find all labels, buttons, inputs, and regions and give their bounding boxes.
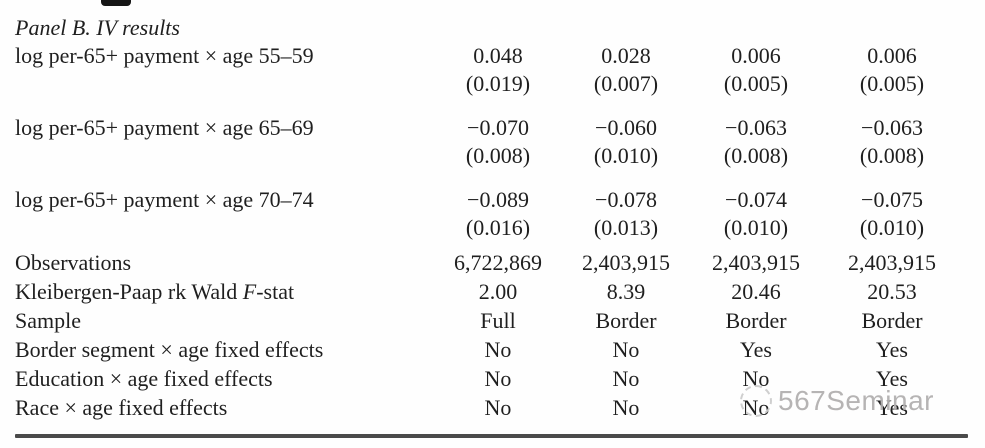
stat-value: No (484, 337, 512, 362)
table-row: Sample Full Border Border Border (0, 306, 985, 335)
se-value: (0.008) (859, 143, 925, 168)
stat-value: No (612, 366, 640, 391)
stat-value: Yes (875, 395, 908, 420)
stat-value: Yes (875, 366, 908, 391)
coef-value: −0.063 (725, 115, 787, 140)
stat-value: 8.39 (606, 279, 646, 304)
stat-value: Border (725, 308, 787, 333)
stat-value: 2,403,915 (582, 250, 670, 275)
row-label: Kleibergen-Paap rk Wald F-stat (0, 277, 434, 306)
table-row: log per-65+ payment × age 55–59 0.048 0.… (0, 42, 985, 70)
row-label: log per-65+ payment × age 55–59 (15, 43, 314, 68)
row-label: Sample (15, 308, 81, 333)
stat-value: 6,722,869 (454, 250, 542, 275)
stat-value: No (742, 366, 770, 391)
row-label: log per-65+ payment × age 70–74 (15, 187, 314, 212)
row-label: Observations (15, 250, 132, 275)
fstat-label-prefix: Kleibergen-Paap rk Wald (15, 279, 243, 304)
coef-value: 0.006 (731, 43, 781, 68)
table-row: log per-65+ payment × age 65–69 −0.070 −… (0, 114, 985, 142)
stat-value: Yes (739, 337, 772, 362)
table-row-se: (0.016) (0.013) (0.010) (0.010) (0, 214, 985, 242)
se-value: (0.005) (859, 71, 925, 96)
coef-value: −0.089 (467, 187, 529, 212)
table-row-se: (0.019) (0.007) (0.005) (0.005) (0, 70, 985, 98)
table-row: Observations 6,722,869 2,403,915 2,403,9… (0, 248, 985, 277)
se-value: (0.016) (465, 215, 531, 240)
table-content: Panel B. IV results log per-65+ payment … (0, 15, 985, 438)
se-value: (0.007) (593, 71, 659, 96)
se-value: (0.010) (859, 215, 925, 240)
fstat-label-suffix: -stat (256, 279, 295, 304)
table-row: log per-65+ payment × age 70–74 −0.089 −… (0, 186, 985, 214)
stat-value: No (742, 395, 770, 420)
stat-value: No (484, 395, 512, 420)
coef-value: −0.078 (595, 187, 657, 212)
row-label: Education × age fixed effects (15, 366, 273, 391)
stat-value: Yes (875, 337, 908, 362)
coef-value: −0.074 (725, 187, 787, 212)
coef-value: −0.060 (595, 115, 657, 140)
stat-value: Full (480, 308, 516, 333)
se-value: (0.005) (723, 71, 789, 96)
table-row-se: (0.008) (0.010) (0.008) (0.008) (0, 142, 985, 170)
stat-value: No (612, 395, 640, 420)
stat-value: Border (595, 308, 657, 333)
row-label: log per-65+ payment × age 65–69 (15, 115, 314, 140)
coef-value: −0.075 (861, 187, 923, 212)
row-label: Border segment × age fixed effects (15, 337, 324, 362)
se-value: (0.010) (593, 143, 659, 168)
stat-value: No (612, 337, 640, 362)
stat-value: No (484, 366, 512, 391)
coef-value: 0.028 (601, 43, 651, 68)
stat-value: 2.00 (478, 279, 518, 304)
fstat-label-italic: F (242, 279, 257, 304)
coef-value: 0.006 (867, 43, 917, 68)
coef-value: −0.070 (467, 115, 529, 140)
stat-value: Border (861, 308, 923, 333)
se-value: (0.010) (723, 215, 789, 240)
stat-value: 20.53 (867, 279, 917, 304)
se-value: (0.008) (465, 143, 531, 168)
se-value: (0.013) (593, 215, 659, 240)
panel-title: Panel B. IV results (15, 15, 180, 40)
table-row: Kleibergen-Paap rk Wald F-stat 2.00 8.39… (0, 277, 985, 306)
se-value: (0.008) (723, 143, 789, 168)
coef-value: −0.063 (861, 115, 923, 140)
table-row: Border segment × age fixed effects No No… (0, 335, 985, 364)
stat-value: 2,403,915 (712, 250, 800, 275)
table-bottom-rule (15, 434, 968, 438)
row-label: Race × age fixed effects (15, 395, 228, 420)
se-value: (0.019) (465, 71, 531, 96)
coef-value: 0.048 (473, 43, 523, 68)
table-row: Education × age fixed effects No No No Y… (0, 364, 985, 393)
cropped-text-artifact (101, 0, 131, 6)
stat-value: 20.46 (731, 279, 781, 304)
table-row: Race × age fixed effects No No No Yes (0, 393, 985, 422)
stat-value: 2,403,915 (848, 250, 936, 275)
